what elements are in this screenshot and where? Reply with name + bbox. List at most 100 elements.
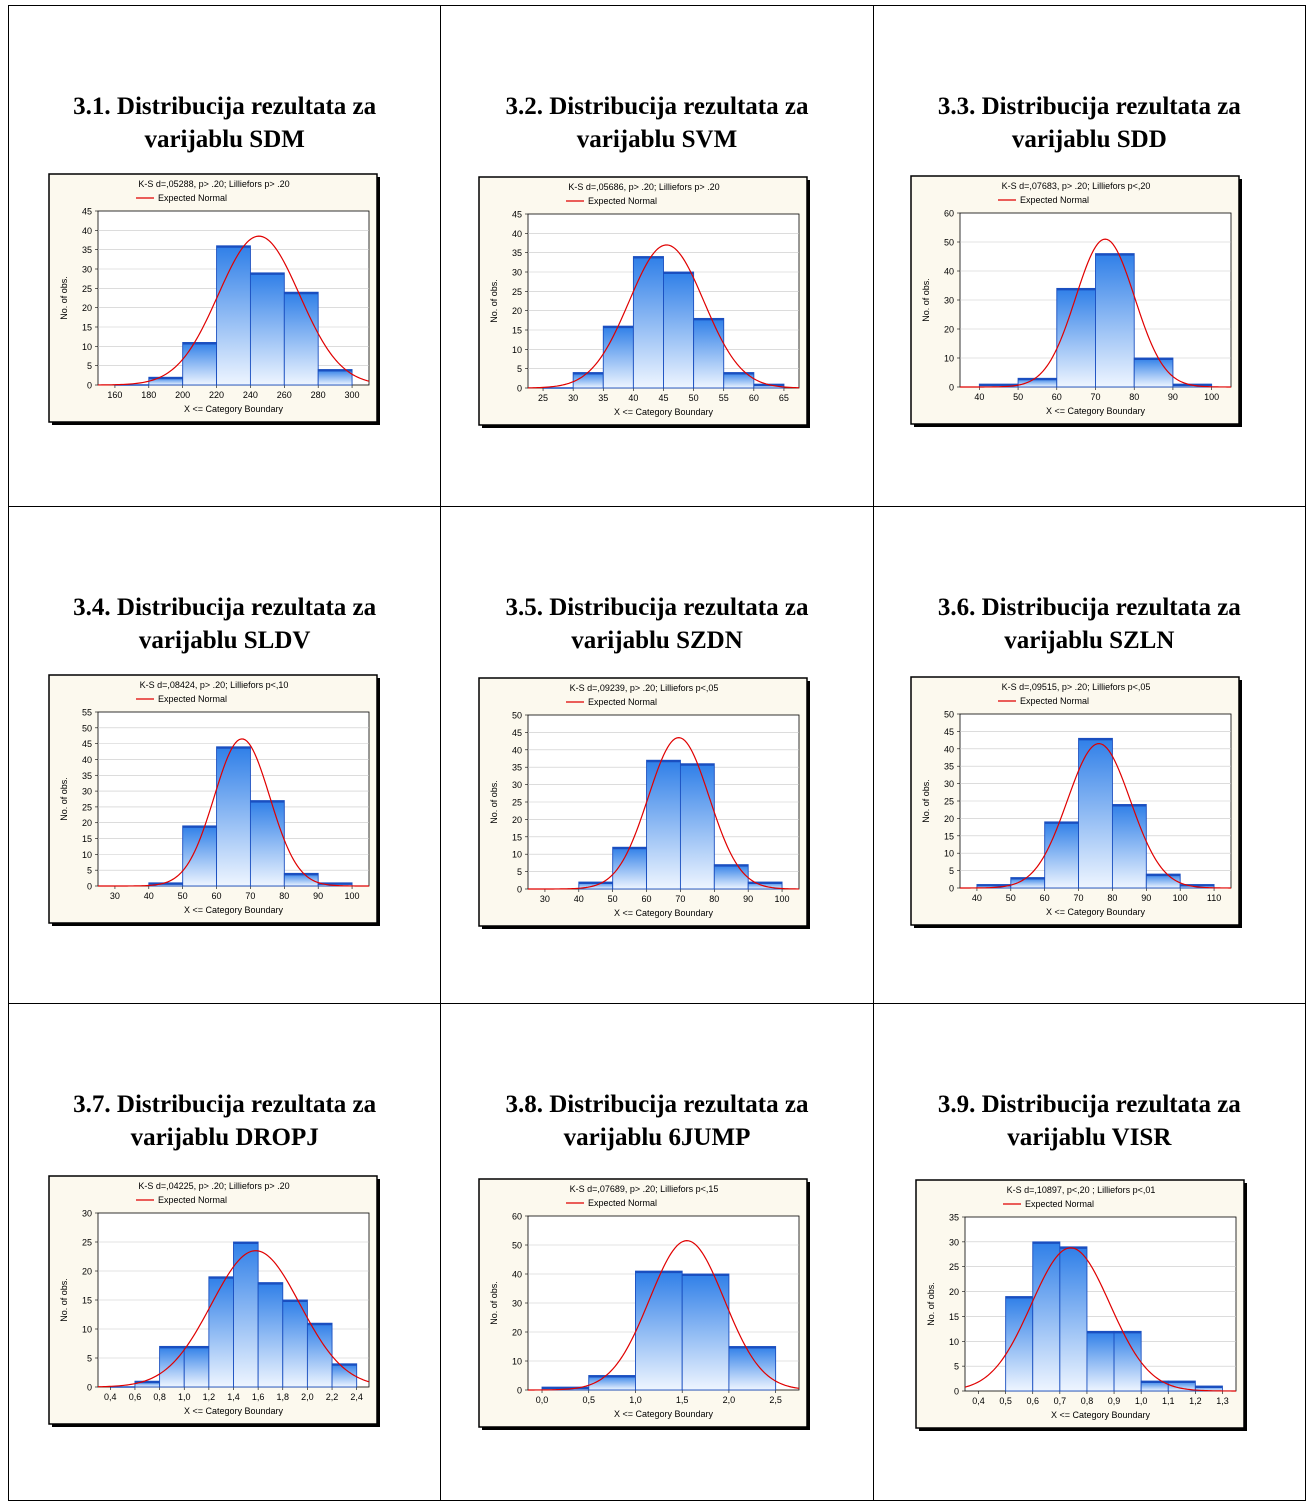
x-tick-label: 80 — [710, 894, 720, 904]
y-tick-label: 20 — [944, 325, 954, 335]
expected-normal-curve — [959, 742, 1231, 889]
x-axis-label: X <= Category Boundary — [184, 1406, 284, 1416]
y-tick-label: 15 — [949, 1312, 959, 1322]
histogram-svg: K-S d=,08424, p> .20; Lilliefors p<,10 Ex… — [48, 674, 380, 926]
y-tick-label: 20 — [512, 815, 522, 825]
y-tick-label: 15 — [944, 831, 954, 841]
expected-normal-curve — [97, 235, 370, 386]
legend-label: Expected Normal — [158, 1195, 227, 1205]
y-tick-label: 40 — [512, 1270, 522, 1280]
panel-title-line2: varijablu SVM — [576, 126, 738, 153]
expected-normal-curve — [528, 1240, 800, 1391]
y-tick-label: 30 — [949, 1237, 959, 1247]
frame-shadow-right — [377, 678, 380, 926]
y-tick-label: 50 — [512, 1241, 522, 1251]
histogram-bar — [249, 800, 285, 887]
x-axis-label: X <= Category Boundary — [1051, 1410, 1151, 1420]
histogram-bar — [1094, 253, 1135, 388]
cell-3-3: 3.3. Distribucija rezultata za varijablu … — [872, 5, 1307, 507]
y-tick-label: 25 — [944, 797, 954, 807]
y-tick-label: 0 — [517, 1386, 522, 1396]
panel-title-line2: varijablu SDD — [1011, 126, 1167, 153]
panel-title-line1: 3.7. Distribucija rezultata za — [73, 1091, 377, 1118]
y-tick-label: 15 — [82, 323, 92, 333]
expected-normal-curve — [528, 244, 800, 389]
y-tick-label: 20 — [944, 814, 954, 824]
histogram-bar — [682, 1273, 730, 1391]
y-tick-label: 25 — [512, 798, 522, 808]
panel-title-line1: 3.4. Distribucija rezultata za — [73, 594, 377, 621]
x-tick-label: 0,7 — [1053, 1396, 1066, 1406]
panel-title-line1: 3.8. Distribucija rezultata za — [505, 1091, 809, 1118]
x-tick-label: 80 — [1107, 893, 1117, 903]
x-tick-label: 50 — [178, 891, 188, 901]
panel-title-line2: varijablu SDM — [144, 126, 305, 153]
histogram-chart-3-7: K-S d=,04225, p> .20; Lilliefors p> .20 E… — [48, 1175, 380, 1427]
histogram-bar — [573, 372, 605, 389]
y-axis-label: No. of obs. — [59, 777, 69, 821]
y-axis-label: No. of obs. — [926, 1282, 936, 1326]
y-axis-label: No. of obs. — [489, 279, 499, 323]
y-axis-label: No. of obs. — [921, 779, 931, 823]
y-tick-label: 60 — [944, 209, 954, 219]
x-tick-label: 2,0 — [723, 1395, 736, 1405]
x-axis-label: X <= Category Boundary — [614, 407, 714, 417]
histogram-svg: K-S d=,09239, p> .20; Lilliefors p<,05 Ex… — [478, 677, 811, 929]
legend-label: Expected Normal — [1020, 696, 1089, 706]
panel-title-line2: varijablu SLDV — [138, 627, 311, 654]
x-tick-label: 70 — [245, 891, 255, 901]
y-tick-label: 35 — [949, 1213, 959, 1223]
panel-title-line2: varijablu SZLN — [1004, 627, 1175, 654]
x-tick-label: 1,8 — [277, 1392, 290, 1402]
panel-title: 3.3. Distribucija rezultata za varijablu … — [874, 90, 1305, 156]
chart-title: K-S d=,09239, p> .20; Lilliefors p<,05 — [570, 683, 719, 693]
y-axis-label: No. of obs. — [59, 1278, 69, 1322]
y-tick-label: 5 — [954, 1362, 959, 1372]
x-tick-label: 0,5 — [999, 1396, 1012, 1406]
y-tick-label: 25 — [82, 284, 92, 294]
y-tick-label: 10 — [512, 345, 522, 355]
y-tick-label: 10 — [512, 850, 522, 860]
y-tick-label: 35 — [82, 245, 92, 255]
histogram-bar — [282, 1299, 308, 1388]
x-tick-label: 70 — [1090, 392, 1100, 402]
x-tick-label: 1,2 — [203, 1392, 216, 1402]
x-tick-label: 1,3 — [1216, 1396, 1229, 1406]
histogram-bar — [1055, 287, 1096, 388]
panel-title: 3.7. Distribucija rezultata za varijablu … — [9, 1088, 440, 1154]
x-tick-label: 160 — [107, 390, 122, 400]
y-tick-label: 20 — [949, 1287, 959, 1297]
y-tick-label: 40 — [944, 744, 954, 754]
y-tick-label: 10 — [82, 342, 92, 352]
frame-shadow-bottom — [913, 424, 1242, 427]
x-tick-label: 100 — [345, 891, 360, 901]
histogram-bar — [1086, 1330, 1115, 1392]
x-tick-label: 1,0 — [1135, 1396, 1148, 1406]
x-tick-label: 40 — [972, 893, 982, 903]
histogram-bar — [183, 1345, 210, 1388]
x-tick-label: 260 — [277, 390, 292, 400]
x-tick-label: 60 — [1039, 893, 1049, 903]
x-tick-label: 90 — [744, 894, 754, 904]
histogram-chart-3-9: K-S d=,10897, p<,20 ; Lilliefors p<,01 Ex… — [914, 1179, 1247, 1431]
histogram-bar — [283, 291, 319, 386]
y-tick-label: 30 — [82, 265, 92, 275]
histogram-svg: K-S d=,04225, p> .20; Lilliefors p> .20 E… — [48, 1175, 380, 1427]
y-tick-label: 15 — [82, 834, 92, 844]
x-tick-label: 50 — [608, 894, 618, 904]
y-tick-label: 5 — [87, 1354, 92, 1364]
x-tick-label: 0,5 — [583, 1395, 596, 1405]
y-tick-label: 35 — [512, 763, 522, 773]
y-tick-label: 30 — [512, 1299, 522, 1309]
panel-title: 3.6. Distribucija rezultata za varijablu … — [874, 591, 1305, 657]
x-tick-label: 30 — [568, 393, 578, 403]
x-tick-label: 2,2 — [326, 1392, 339, 1402]
histogram-bar — [182, 825, 218, 887]
x-tick-label: 220 — [209, 390, 224, 400]
x-tick-label: 0,8 — [153, 1392, 166, 1402]
histogram-svg: K-S d=,07689, p> .20; Lilliefors p<,15 Ex… — [478, 1178, 811, 1430]
y-tick-label: 0 — [517, 885, 522, 895]
histogram-chart-3-8: K-S d=,07689, p> .20; Lilliefors p<,15 Ex… — [478, 1178, 811, 1430]
y-tick-label: 25 — [512, 287, 522, 297]
histogram-chart-3-5: K-S d=,09239, p> .20; Lilliefors p<,05 Ex… — [478, 677, 811, 929]
